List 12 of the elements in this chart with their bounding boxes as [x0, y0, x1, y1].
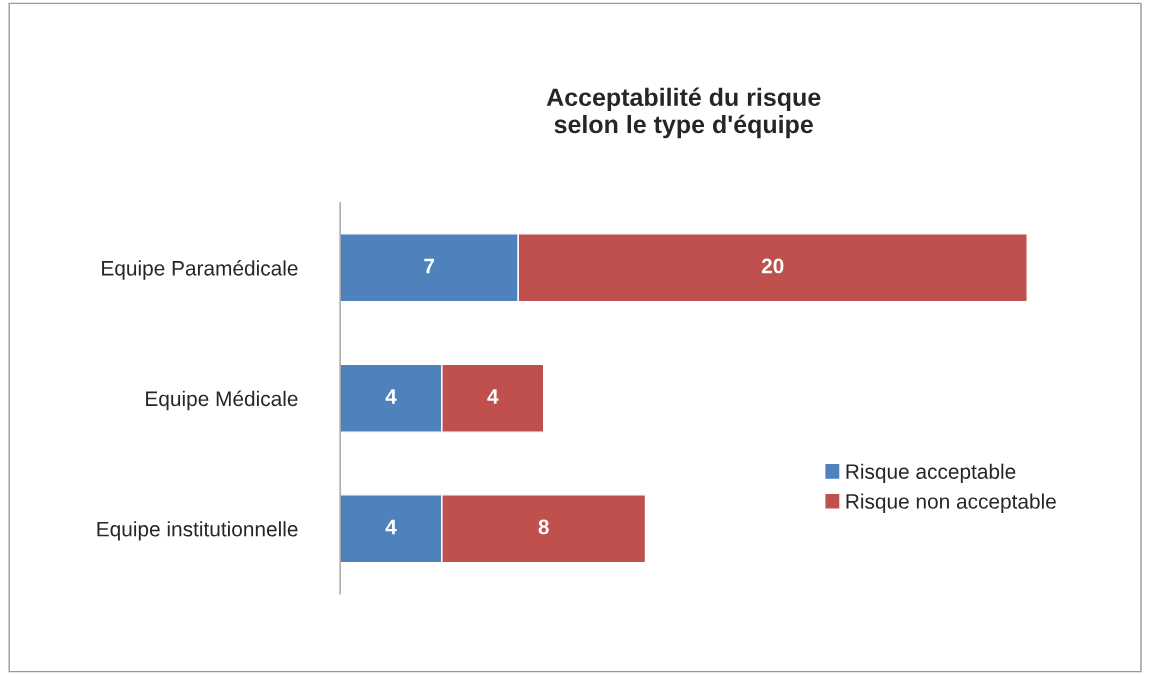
- y-tick-label: Equipe institutionnelle: [97, 521, 298, 541]
- data-label: 4: [385, 519, 397, 535]
- y-tick-label: Equipe Paramédicale: [102, 260, 298, 280]
- data-label: 4: [385, 389, 397, 404]
- data-label: 7: [424, 258, 435, 274]
- data-label: 4: [487, 389, 499, 404]
- legend-label: Risque non acceptable: [846, 493, 1056, 513]
- legend-label: Risque acceptable: [846, 463, 1016, 484]
- data-label: 20: [761, 258, 784, 274]
- data-label: 8: [538, 519, 549, 535]
- chart-title: Acceptabilité du risque selon le type d'équipe: [546, 87, 821, 139]
- y-tick-label: Equipe Médicale: [146, 390, 298, 411]
